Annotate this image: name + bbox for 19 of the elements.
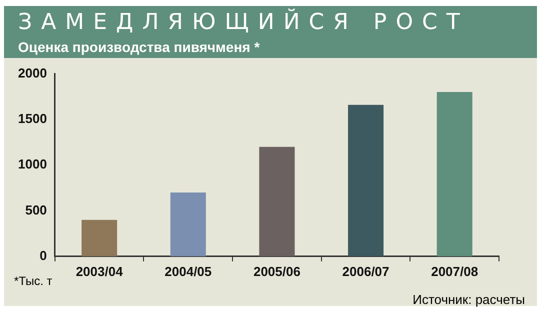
y-tick-label: 0 (40, 248, 47, 263)
y-tick-label: 1000 (18, 156, 47, 172)
bar (436, 92, 472, 256)
bar (259, 146, 295, 256)
bar (82, 220, 118, 256)
x-tick-label: 2004/05 (164, 264, 212, 279)
text: Источник: расчеты (412, 292, 525, 307)
x-tick-label: 2007/08 (431, 264, 478, 279)
text: *Тыс. т (14, 274, 52, 288)
bar (348, 104, 384, 256)
x-tick-label: 2003/04 (76, 264, 124, 279)
y-tick-label: 2000 (18, 65, 47, 80)
bar (170, 192, 206, 256)
chart-subtitle: Оценка производства пивячменя * (18, 39, 260, 55)
y-tick-label: 1500 (18, 111, 47, 126)
x-tick-label: 2005/06 (253, 264, 300, 279)
x-tick-label: 2006/07 (342, 264, 390, 279)
y-tick-label: 500 (25, 202, 47, 218)
chart-title: ЗАМЕДЛЯЮЩИЙСЯ РОСТ (18, 10, 469, 35)
